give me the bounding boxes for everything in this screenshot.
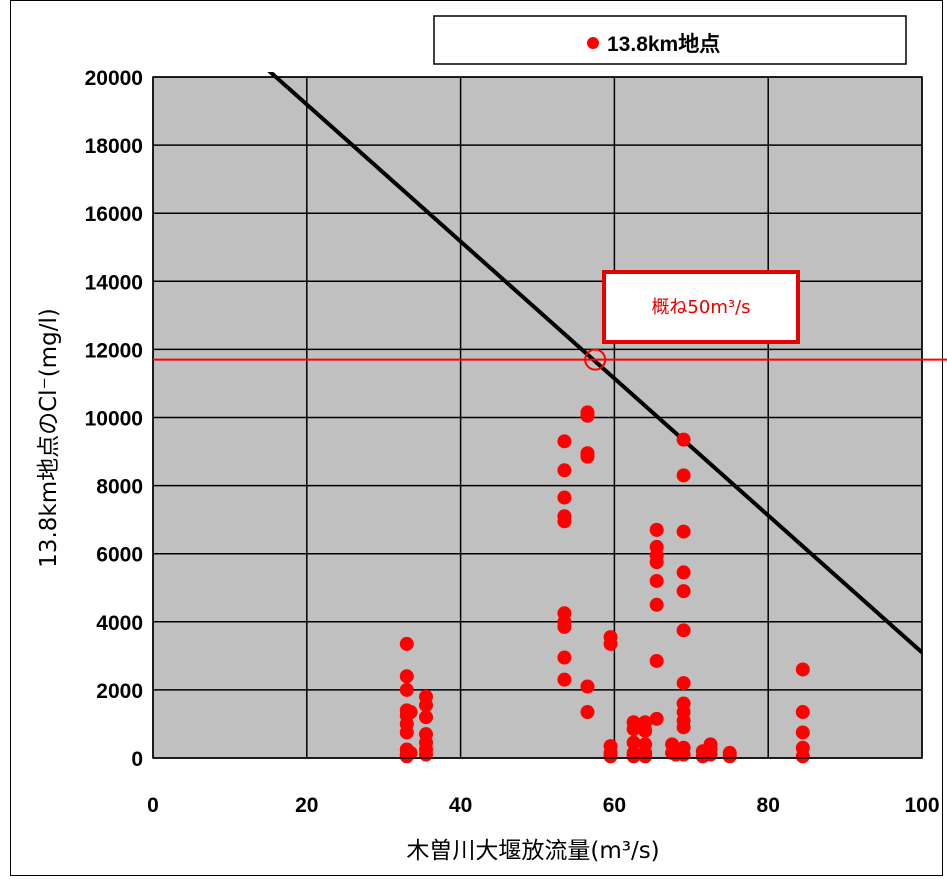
data-point	[638, 749, 653, 764]
trend-line	[267, 72, 922, 654]
data-point	[676, 623, 691, 638]
y-tick-label: 0	[131, 748, 143, 771]
data-point	[557, 463, 572, 478]
data-point	[403, 705, 418, 720]
data-point	[399, 682, 414, 697]
data-point	[557, 619, 572, 634]
legend-box	[433, 15, 907, 65]
data-point	[649, 555, 664, 570]
data-point	[676, 468, 691, 483]
data-point	[557, 650, 572, 665]
data-point	[403, 745, 418, 760]
data-point	[557, 434, 572, 449]
data-point	[418, 747, 433, 762]
data-point	[580, 408, 595, 423]
legend-label: 13.8km地点	[607, 32, 720, 56]
y-tick-label: 14000	[85, 271, 143, 294]
x-tick-label: 20	[295, 794, 318, 817]
y-tick-label: 10000	[85, 408, 143, 431]
data-point	[399, 669, 414, 684]
data-points	[399, 405, 810, 764]
data-point	[626, 749, 641, 764]
data-point	[649, 653, 664, 668]
data-point	[676, 676, 691, 691]
data-point	[676, 584, 691, 599]
x-tick-label: 60	[603, 794, 626, 817]
y-tick-label: 8000	[96, 476, 143, 499]
annotation: 概ね50m³/s	[602, 270, 800, 344]
data-point	[649, 573, 664, 588]
y-tick-label: 18000	[85, 135, 143, 158]
data-point	[626, 722, 641, 737]
y-tick-label: 4000	[96, 612, 143, 635]
data-point	[722, 749, 737, 764]
legend-marker	[587, 37, 599, 49]
data-point	[649, 597, 664, 612]
data-point	[676, 720, 691, 735]
x-tick-label: 0	[147, 794, 159, 817]
y-tick-label: 20000	[85, 67, 143, 90]
x-axis-title: 木曽川大堰放流量(m³/s)	[406, 838, 659, 864]
data-point	[399, 636, 414, 651]
data-point	[676, 565, 691, 580]
data-point	[603, 749, 618, 764]
data-point	[795, 725, 810, 740]
x-tick-label: 100	[904, 794, 939, 817]
data-point	[626, 735, 641, 750]
x-tick-labels: 0 20 40 60 80 100	[147, 794, 939, 817]
annotation-box	[602, 270, 800, 344]
data-point	[580, 679, 595, 694]
data-point	[418, 698, 433, 713]
data-point	[676, 747, 691, 762]
y-tick-label: 16000	[85, 203, 143, 226]
data-point	[649, 522, 664, 537]
data-point	[676, 524, 691, 539]
y-axis-title: 13.8km地点のCl⁻(mg/l)	[36, 308, 62, 568]
data-point	[638, 723, 653, 738]
data-point	[649, 711, 664, 726]
x-tick-label: 80	[757, 794, 780, 817]
y-tick-label: 2000	[96, 680, 143, 703]
data-point	[795, 749, 810, 764]
y-tick-label: 6000	[96, 544, 143, 567]
data-point	[399, 725, 414, 740]
data-point	[795, 662, 810, 677]
y-tick-labels: 0 2000 4000 6000 8000 10000 12000 14000 16000 180…	[85, 67, 143, 771]
data-point	[603, 636, 618, 651]
data-point	[580, 449, 595, 464]
x-tick-label: 40	[449, 794, 472, 817]
data-point	[557, 672, 572, 687]
data-point	[580, 705, 595, 720]
y-tick-label: 12000	[85, 339, 143, 362]
data-point	[703, 747, 718, 762]
legend: 13.8km地点	[433, 15, 907, 65]
data-point	[418, 710, 433, 725]
data-point	[557, 490, 572, 505]
data-point	[676, 432, 691, 447]
data-point	[795, 705, 810, 720]
plot-border	[152, 76, 923, 759]
data-point	[557, 514, 572, 529]
annotation-text: 概ね50m³/s	[651, 297, 750, 318]
